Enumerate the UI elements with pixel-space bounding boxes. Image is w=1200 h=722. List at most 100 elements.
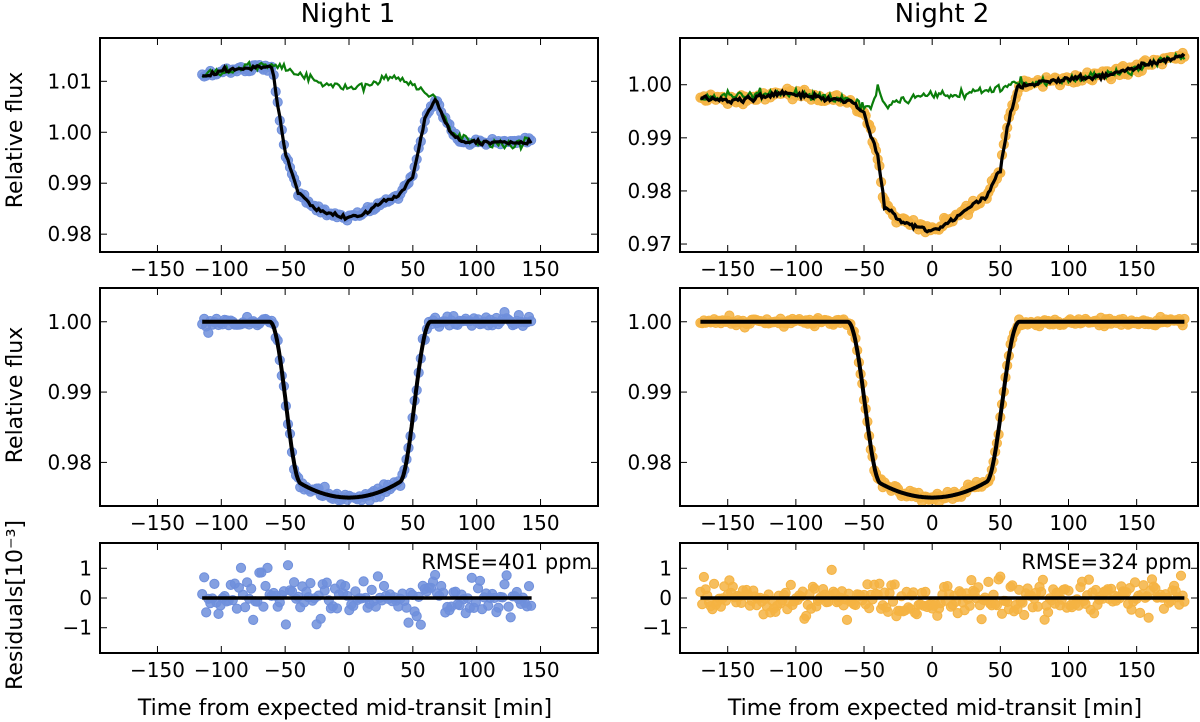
x-tick-label: 50	[988, 511, 1013, 535]
rmse-label: RMSE=324 ppm	[1021, 550, 1192, 574]
residual-point	[1037, 574, 1049, 585]
plot-content	[695, 310, 1190, 506]
residual-point	[438, 587, 449, 598]
x-tick-label: 100	[1049, 511, 1087, 535]
y-tick-label: 0.97	[627, 232, 672, 256]
y-tick-label: −1	[643, 616, 672, 640]
x-tick-label: −50	[843, 257, 885, 281]
residual-point	[430, 569, 441, 581]
residual-point	[523, 581, 535, 592]
residual-point	[411, 611, 422, 622]
x-tick-label: 0	[343, 658, 356, 682]
residual-point	[501, 570, 512, 581]
residual-point	[1083, 574, 1095, 585]
residual-point	[370, 601, 381, 612]
residual-point	[973, 582, 984, 593]
x-tick-label: 50	[400, 257, 425, 281]
x-tick-label: −100	[194, 658, 249, 682]
residual-point	[709, 578, 720, 589]
panel-night-2-raw-flux: −150 −100 −50 0 50 100 150 0.97 0.98 0.99 1.00	[627, 37, 1199, 281]
residual-point	[331, 603, 343, 614]
residual-point	[882, 606, 894, 617]
x-tick-label: 100	[458, 658, 496, 682]
residual-point	[995, 571, 1006, 582]
residual-point	[289, 577, 300, 588]
y-tick-label: 0.98	[47, 450, 92, 474]
residual-point	[315, 613, 326, 624]
residual-point	[780, 587, 791, 599]
residual-point	[889, 579, 900, 590]
residual-point	[474, 575, 486, 586]
residual-point	[966, 575, 977, 586]
residual-point	[1063, 585, 1074, 596]
y-tick-label: 0.98	[627, 450, 672, 474]
panel-night-1-residuals: −150 −100 −50 0 50 100 150 −1 0 1 RMSE=401 ppm	[63, 542, 599, 682]
residual-point	[1019, 609, 1030, 621]
x-tick-label: 150	[1118, 658, 1156, 682]
x-tick-label: 100	[1049, 257, 1087, 281]
residual-point	[231, 603, 242, 614]
residual-point	[1089, 608, 1100, 619]
y-tick-label: 0.99	[627, 126, 672, 150]
x-tick-label: −50	[843, 658, 885, 682]
residual-point	[801, 610, 812, 622]
x-tick-label: 150	[521, 658, 559, 682]
residual-point	[826, 564, 837, 576]
x-tick-label: 100	[458, 257, 496, 281]
x-tick-label: −100	[194, 511, 249, 535]
residual-point	[246, 583, 257, 594]
xlabel-night-1: Time from expected mid-transit [min]	[137, 696, 552, 721]
residual-point	[727, 581, 738, 592]
residual-point	[340, 580, 351, 592]
residual-point	[809, 583, 820, 594]
x-tick-label: 100	[458, 511, 496, 535]
residual-point	[262, 562, 273, 574]
residual-point	[280, 619, 291, 630]
plot-content	[695, 47, 1190, 238]
plot-content	[197, 560, 537, 630]
plot-frame	[99, 37, 599, 253]
residual-point	[1135, 607, 1146, 619]
y-tick-label: 1.00	[47, 310, 92, 334]
y-tick-label: 0.99	[47, 171, 92, 195]
residual-point	[213, 608, 224, 620]
x-tick-label: 50	[400, 658, 425, 682]
fit-model-line	[699, 52, 1186, 234]
y-tick-label: 1.00	[627, 73, 672, 97]
plot-frame	[679, 542, 1199, 654]
plot-content	[197, 59, 537, 226]
panel-night-1-raw-flux: −150 −100 −50 0 50 100 150 0.98 0.99 1.00 1.01	[47, 37, 599, 281]
x-tick-label: 150	[1118, 511, 1156, 535]
residual-point	[1032, 601, 1043, 612]
x-tick-label: 0	[343, 257, 356, 281]
residual-point	[920, 586, 931, 598]
y-tick-label: 0.99	[627, 380, 672, 404]
plot-content	[197, 307, 537, 506]
residual-point	[698, 571, 710, 583]
residual-point	[199, 572, 210, 583]
residual-point	[372, 571, 383, 582]
plot-frame	[679, 37, 1199, 253]
y-tick-label: 0.99	[47, 380, 92, 404]
x-tick-label: 150	[1118, 257, 1156, 281]
residual-point	[526, 600, 537, 611]
ylabel-raw-flux: Relative flux	[3, 72, 28, 209]
residual-point	[841, 614, 853, 626]
title-night-2: Night 2	[895, 0, 990, 29]
residual-point	[201, 607, 212, 618]
y-tick-label: 0.98	[627, 179, 672, 203]
residual-point	[964, 600, 975, 611]
residual-point	[976, 614, 987, 625]
residual-point	[785, 579, 796, 591]
x-tick-label: −150	[700, 511, 755, 535]
x-tick-label: −150	[700, 257, 755, 281]
y-tick-label: 1	[659, 556, 672, 580]
residual-point	[503, 601, 514, 612]
residual-point	[1043, 607, 1054, 618]
transit-model-line	[700, 319, 1185, 500]
x-tick-label: −100	[194, 257, 249, 281]
residual-point	[209, 578, 220, 590]
residual-point	[282, 560, 294, 571]
x-tick-label: −50	[843, 511, 885, 535]
